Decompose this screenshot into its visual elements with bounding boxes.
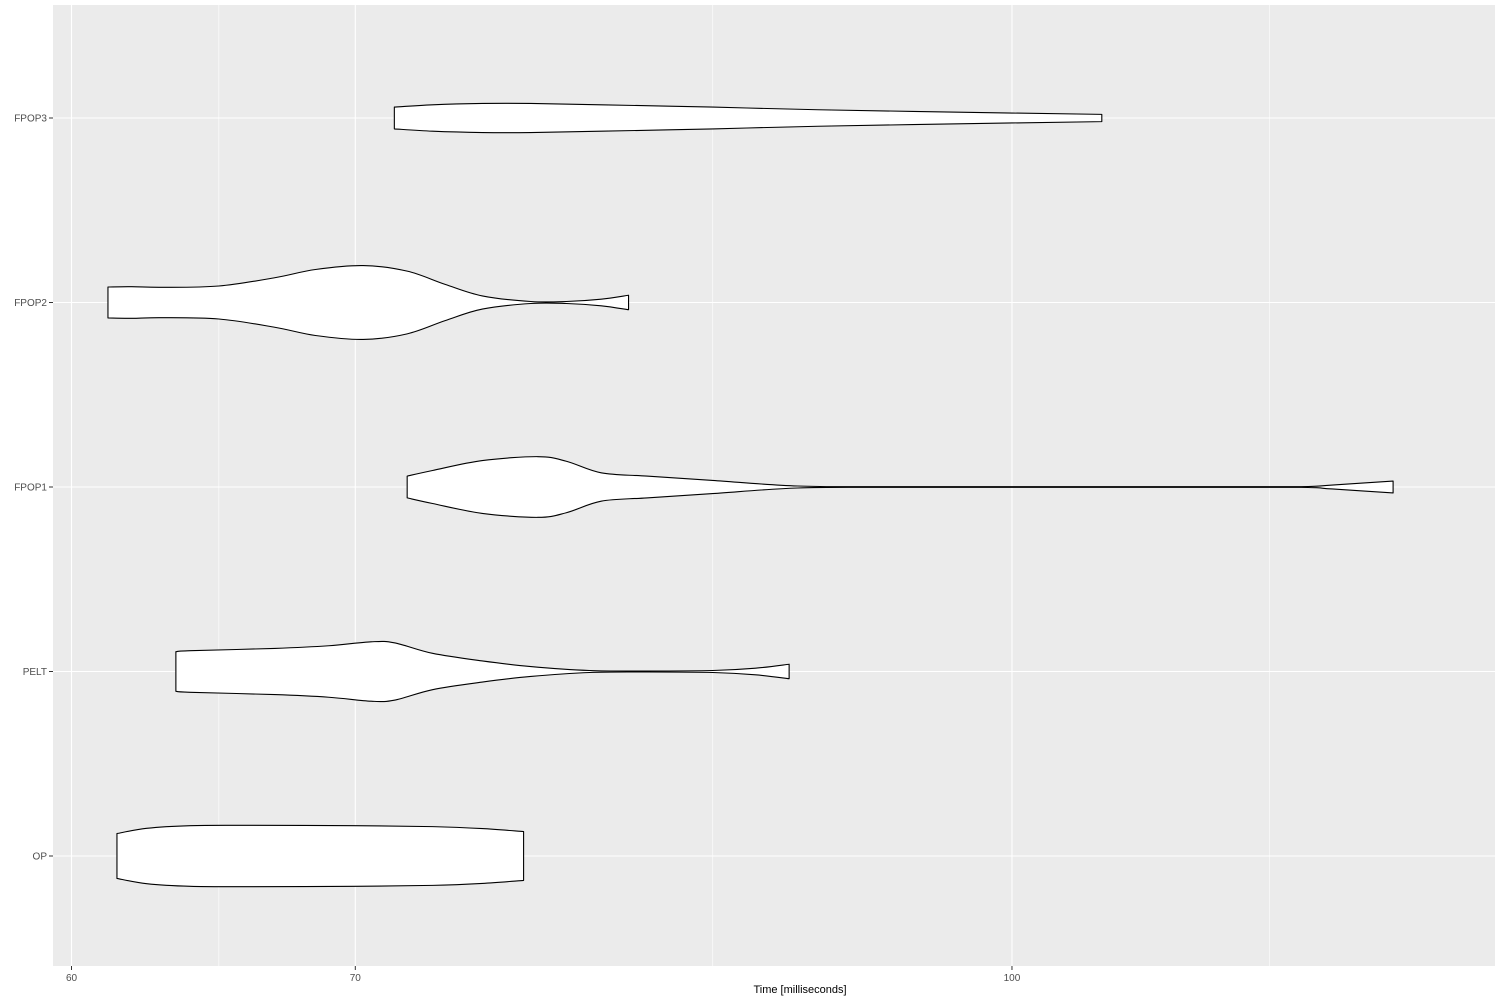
x-axis: 60 70 100	[66, 966, 1021, 984]
y-axis: OP PELT FPOP1 FPOP2 FPOP3	[14, 114, 53, 863]
violin-fpop3	[393, 102, 1103, 134]
y-tick-label: OP	[33, 852, 48, 863]
y-tick-label: FPOP3	[14, 114, 47, 125]
y-tick-label: FPOP2	[14, 298, 47, 309]
x-tick-label: 60	[66, 973, 78, 984]
violin-pelt	[175, 640, 790, 703]
x-axis-title: Time [milliseconds]	[753, 984, 846, 996]
violin-op	[116, 824, 525, 888]
violins	[107, 102, 1394, 888]
x-tick-label: 100	[1004, 973, 1021, 984]
x-tick-label: 70	[350, 973, 362, 984]
y-tick-label: FPOP1	[14, 483, 47, 494]
y-tick-label: PELT	[23, 667, 47, 678]
violin-fpop1	[406, 456, 1394, 518]
violin-fpop2	[107, 264, 630, 341]
